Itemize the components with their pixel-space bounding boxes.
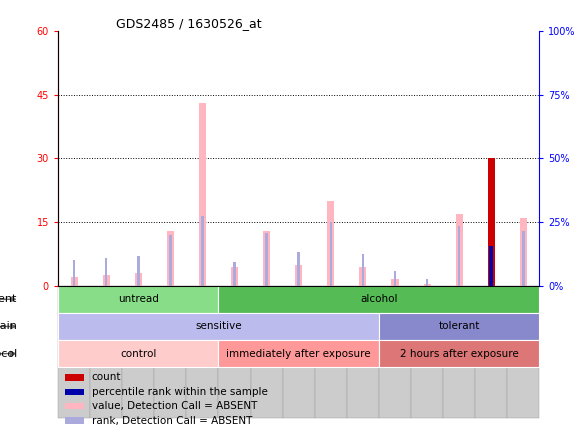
Bar — [329, 222, 332, 286]
Bar — [65, 374, 84, 381]
Bar — [186, 286, 219, 418]
Text: value, Detection Call = ABSENT: value, Detection Call = ABSENT — [92, 401, 257, 411]
Bar — [65, 417, 84, 424]
Bar — [135, 273, 142, 286]
Text: sensitive: sensitive — [195, 321, 242, 332]
Text: count: count — [92, 373, 121, 382]
Text: protocol: protocol — [0, 349, 17, 359]
Bar — [490, 246, 493, 286]
Bar — [58, 340, 219, 367]
Bar — [360, 267, 367, 286]
Text: immediately after exposure: immediately after exposure — [226, 349, 371, 359]
Bar — [58, 286, 219, 313]
Bar — [122, 286, 154, 418]
Bar — [361, 254, 364, 286]
Bar — [58, 286, 90, 418]
Text: tolerant: tolerant — [438, 321, 480, 332]
Bar — [298, 252, 300, 286]
Bar — [379, 286, 411, 418]
Text: GDS2485 / 1630526_at: GDS2485 / 1630526_at — [116, 17, 262, 30]
Bar — [233, 262, 236, 286]
Text: control: control — [120, 349, 157, 359]
Text: agent: agent — [0, 294, 17, 304]
Bar — [282, 286, 315, 418]
Bar — [154, 286, 186, 418]
Bar — [475, 286, 508, 418]
Bar — [426, 279, 429, 286]
Bar — [65, 403, 84, 409]
Bar — [219, 286, 539, 313]
Bar — [263, 230, 270, 286]
Bar — [72, 260, 75, 286]
Bar — [71, 277, 78, 286]
Bar — [295, 265, 302, 286]
Bar — [488, 159, 495, 286]
Bar — [490, 220, 492, 286]
Text: rank, Detection Call = ABSENT: rank, Detection Call = ABSENT — [92, 416, 252, 426]
Bar — [327, 201, 334, 286]
Bar — [103, 275, 110, 286]
Bar — [456, 214, 463, 286]
Bar — [315, 286, 347, 418]
Bar — [392, 279, 398, 286]
Bar — [167, 230, 174, 286]
Bar — [265, 233, 268, 286]
Bar — [488, 159, 495, 286]
Bar — [411, 286, 443, 418]
Bar — [169, 235, 172, 286]
Text: strain: strain — [0, 321, 17, 332]
Text: untread: untread — [118, 294, 159, 304]
Bar — [251, 286, 282, 418]
Bar — [201, 216, 204, 286]
Bar — [379, 340, 539, 367]
Bar — [58, 313, 379, 340]
Bar — [105, 258, 107, 286]
Bar — [522, 230, 525, 286]
Bar — [137, 256, 140, 286]
Bar — [90, 286, 122, 418]
Bar — [347, 286, 379, 418]
Bar — [423, 284, 430, 286]
Bar — [231, 267, 238, 286]
Bar — [394, 271, 396, 286]
Bar — [379, 313, 539, 340]
Bar — [508, 286, 539, 418]
Bar — [443, 286, 475, 418]
Text: 2 hours after exposure: 2 hours after exposure — [400, 349, 519, 359]
Bar — [520, 218, 527, 286]
Text: alcohol: alcohol — [360, 294, 398, 304]
Bar — [219, 340, 379, 367]
Bar — [219, 286, 251, 418]
Bar — [65, 388, 84, 395]
Text: percentile rank within the sample: percentile rank within the sample — [92, 387, 267, 397]
Bar — [199, 103, 206, 286]
Bar — [458, 226, 461, 286]
